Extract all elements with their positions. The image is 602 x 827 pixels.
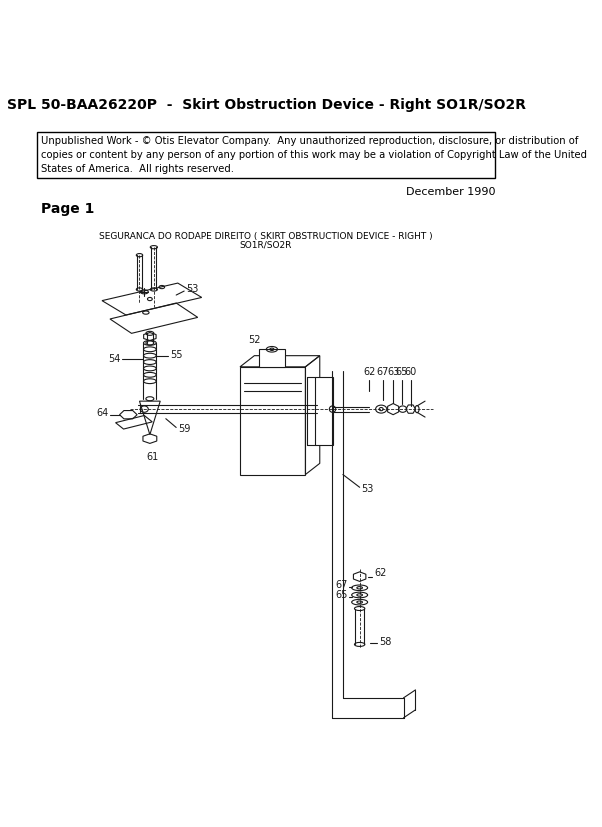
Text: Unpublished Work - © Otis Elevator Company.  Any unauthorized reproduction, disc: Unpublished Work - © Otis Elevator Compa…	[42, 136, 588, 174]
Text: 55: 55	[170, 350, 182, 360]
Text: 58: 58	[379, 637, 391, 647]
Text: 65: 65	[335, 590, 348, 600]
Text: 53: 53	[186, 284, 198, 294]
Text: 62: 62	[363, 367, 376, 377]
Bar	[315, 377, 332, 445]
Bar	[259, 349, 285, 367]
Text: 53: 53	[361, 484, 374, 494]
Bar	[240, 367, 305, 475]
Text: 63: 63	[387, 367, 399, 377]
Text: SO1R/SO2R: SO1R/SO2R	[240, 240, 292, 249]
Text: SEGURANCA DO RODAPE DIREITO ( SKIRT OBSTRUCTION DEVICE - RIGHT ): SEGURANCA DO RODAPE DIREITO ( SKIRT OBST…	[99, 232, 432, 241]
Text: 60: 60	[405, 367, 417, 377]
Text: 52: 52	[248, 334, 261, 345]
Text: Page 1: Page 1	[40, 202, 94, 216]
Text: 67: 67	[377, 367, 389, 377]
Text: 65: 65	[396, 367, 408, 377]
Text: 59: 59	[178, 424, 190, 434]
Text: SPL 50-BAA26220P  -  Skirt Obstruction Device - Right SO1R/SO2R: SPL 50-BAA26220P - Skirt Obstruction Dev…	[7, 98, 526, 112]
Text: 64: 64	[96, 408, 108, 418]
Text: 62: 62	[374, 567, 386, 577]
Text: 61: 61	[146, 452, 158, 462]
Bar	[37, 131, 495, 178]
Text: December 1990: December 1990	[406, 188, 495, 198]
Text: 54: 54	[108, 354, 120, 364]
Text: 67: 67	[335, 580, 348, 590]
